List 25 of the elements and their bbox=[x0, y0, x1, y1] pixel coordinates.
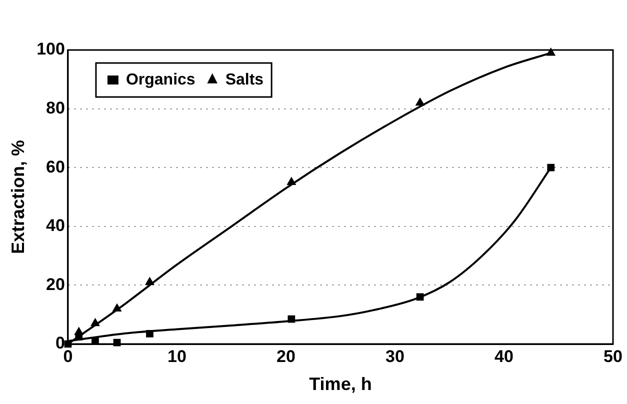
x-tick-label: 40 bbox=[494, 346, 514, 366]
point bbox=[416, 98, 424, 106]
x-tick-label: 10 bbox=[168, 346, 186, 366]
point bbox=[112, 304, 122, 312]
point bbox=[145, 277, 154, 286]
point bbox=[288, 315, 296, 323]
legend-label: Organics bbox=[126, 71, 196, 88]
y-tick-label: 100 bbox=[36, 40, 65, 59]
x-tick-label: 20 bbox=[276, 346, 296, 366]
point bbox=[416, 293, 424, 301]
x-tick-label: 50 bbox=[604, 346, 622, 366]
point bbox=[75, 332, 83, 340]
point bbox=[547, 164, 555, 172]
legend-label: Salts bbox=[225, 71, 264, 88]
y-tick-label: 40 bbox=[46, 216, 65, 236]
point bbox=[146, 330, 154, 338]
y-tick-label: 20 bbox=[46, 274, 65, 294]
y-tick-label: 60 bbox=[46, 157, 65, 176]
x-axis-title: Time, h bbox=[309, 374, 372, 394]
x-tick-label: 30 bbox=[386, 346, 404, 366]
point bbox=[90, 318, 100, 326]
y-tick-label: 0 bbox=[55, 334, 65, 353]
y-axis-title: Extraction, % bbox=[8, 140, 28, 254]
point bbox=[287, 177, 296, 186]
y-tick-label: 80 bbox=[46, 98, 65, 118]
